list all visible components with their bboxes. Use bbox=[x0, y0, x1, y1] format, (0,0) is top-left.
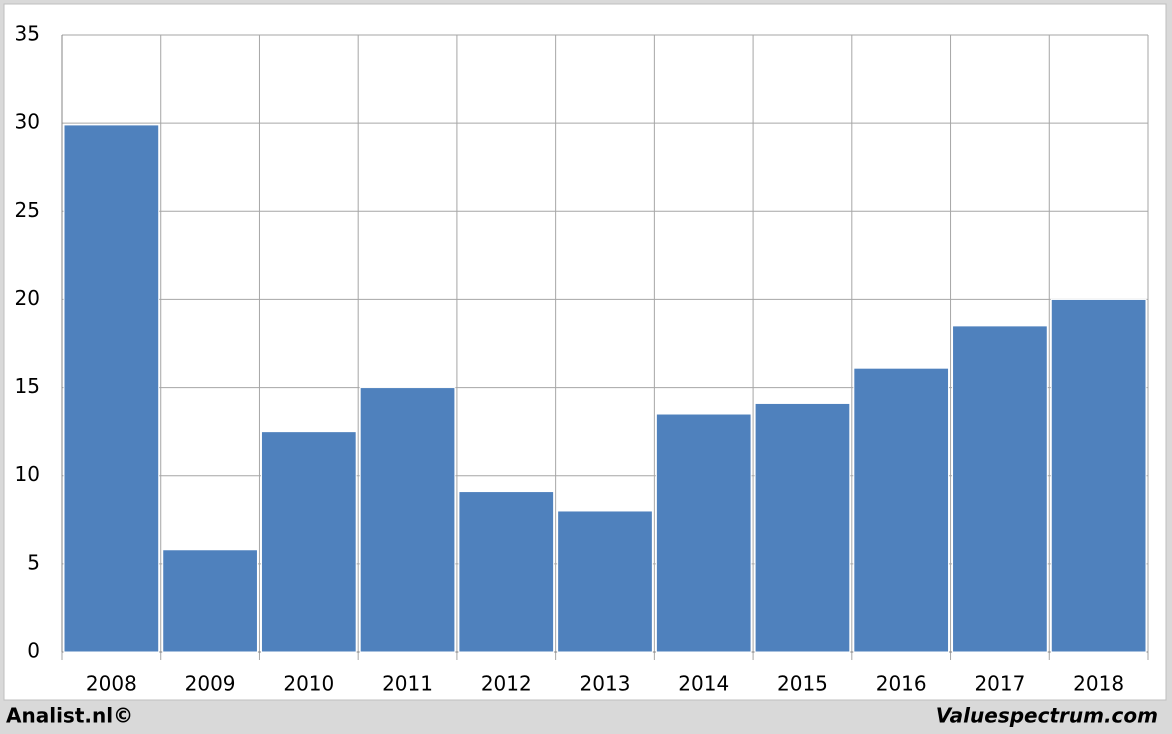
x-tick-label: 2014 bbox=[678, 672, 729, 696]
y-tick-label: 15 bbox=[15, 374, 40, 398]
y-tick-label: 10 bbox=[15, 462, 40, 486]
bar bbox=[260, 431, 357, 653]
bar bbox=[458, 491, 555, 653]
y-tick-label: 35 bbox=[15, 22, 40, 46]
y-tick-label: 30 bbox=[15, 110, 40, 134]
bar bbox=[853, 367, 950, 653]
bar bbox=[557, 510, 653, 653]
x-tick-label: 2017 bbox=[974, 672, 1025, 696]
x-tick-label: 2013 bbox=[580, 672, 631, 696]
bar bbox=[162, 549, 258, 653]
y-tick-label: 5 bbox=[27, 550, 40, 574]
x-tick-label: 2008 bbox=[86, 672, 137, 696]
bar bbox=[952, 325, 1048, 653]
x-tick-label: 2018 bbox=[1073, 672, 1124, 696]
y-tick-label: 20 bbox=[15, 286, 40, 310]
bar bbox=[1050, 298, 1147, 653]
x-tick-label: 2011 bbox=[382, 672, 433, 696]
y-tick-label: 25 bbox=[15, 198, 40, 222]
bar bbox=[63, 124, 160, 653]
x-tick-label: 2012 bbox=[481, 672, 532, 696]
bar bbox=[754, 402, 851, 653]
footer-left: Analist.nl© bbox=[6, 704, 133, 728]
y-tick-label: 0 bbox=[27, 639, 40, 663]
x-tick-label: 2015 bbox=[777, 672, 828, 696]
bar bbox=[359, 387, 456, 653]
bar bbox=[655, 413, 752, 653]
footer-right: Valuespectrum.com bbox=[936, 704, 1158, 728]
x-tick-label: 2010 bbox=[283, 672, 334, 696]
x-tick-label: 2016 bbox=[876, 672, 927, 696]
x-tick-label: 2009 bbox=[185, 672, 236, 696]
